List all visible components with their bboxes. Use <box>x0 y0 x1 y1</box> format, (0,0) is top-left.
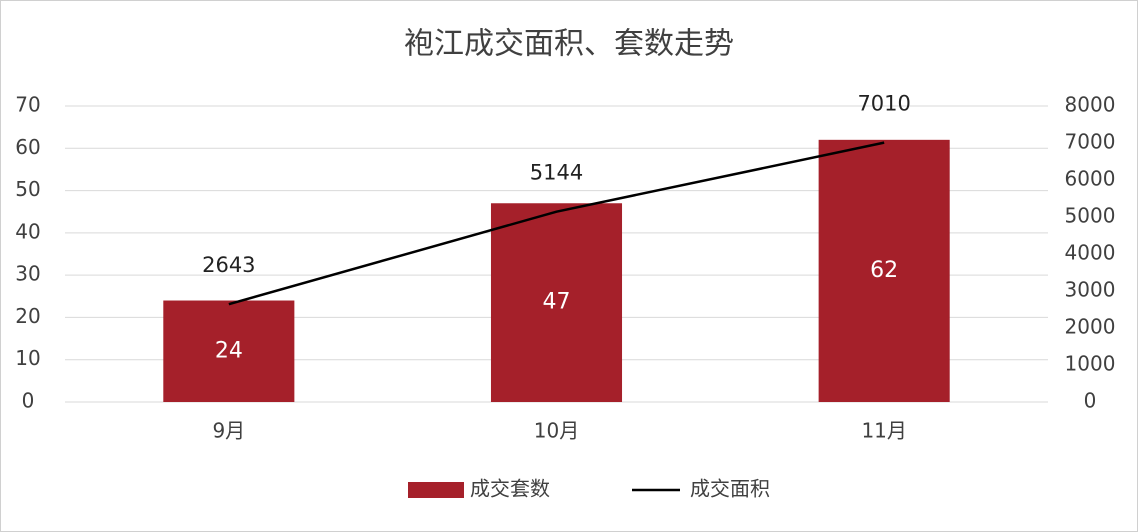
bar <box>163 300 295 402</box>
y2-tick-label: 7000 <box>1065 130 1116 154</box>
legend-label: 成交套数 <box>470 477 550 501</box>
legend-label: 成交面积 <box>690 477 770 501</box>
bar <box>818 139 950 403</box>
chart-title: 袍江成交面积、套数走势 <box>404 27 734 62</box>
line-label: 2643 <box>202 253 255 277</box>
line-label: 7010 <box>857 92 910 116</box>
y2-tick-label: 8000 <box>1065 93 1116 117</box>
x-tick-label: 11月 <box>861 419 906 443</box>
x-tick-label: 9月 <box>212 419 245 443</box>
bar <box>490 203 623 402</box>
y-tick-label: 60 <box>15 135 40 159</box>
y-tick-label: 30 <box>15 262 40 286</box>
line <box>228 141 885 306</box>
y2-tick-label: 4000 <box>1065 241 1116 265</box>
y-tick-label: 70 <box>15 93 40 117</box>
y2-tick-label: 2000 <box>1065 315 1116 339</box>
y2-tick-label: 6000 <box>1065 167 1116 191</box>
y2-tick-label: 0 <box>1084 389 1097 413</box>
y-tick-label: 40 <box>15 219 40 243</box>
x-tick-label: 10月 <box>534 419 579 443</box>
y2-tick-label: 1000 <box>1065 352 1116 376</box>
legend-swatch <box>408 482 464 498</box>
bar-label: 62 <box>870 258 898 283</box>
y-tick-label: 50 <box>15 177 40 201</box>
y2-tick-label: 5000 <box>1065 204 1116 228</box>
bar-label: 24 <box>215 338 243 363</box>
y2-tick-label: 3000 <box>1065 278 1116 302</box>
y-tick-label: 10 <box>15 346 40 370</box>
bar-label: 47 <box>543 290 571 315</box>
y-tick-label: 0 <box>22 389 35 413</box>
y-tick-label: 20 <box>15 304 40 328</box>
line-label: 5144 <box>530 161 583 185</box>
